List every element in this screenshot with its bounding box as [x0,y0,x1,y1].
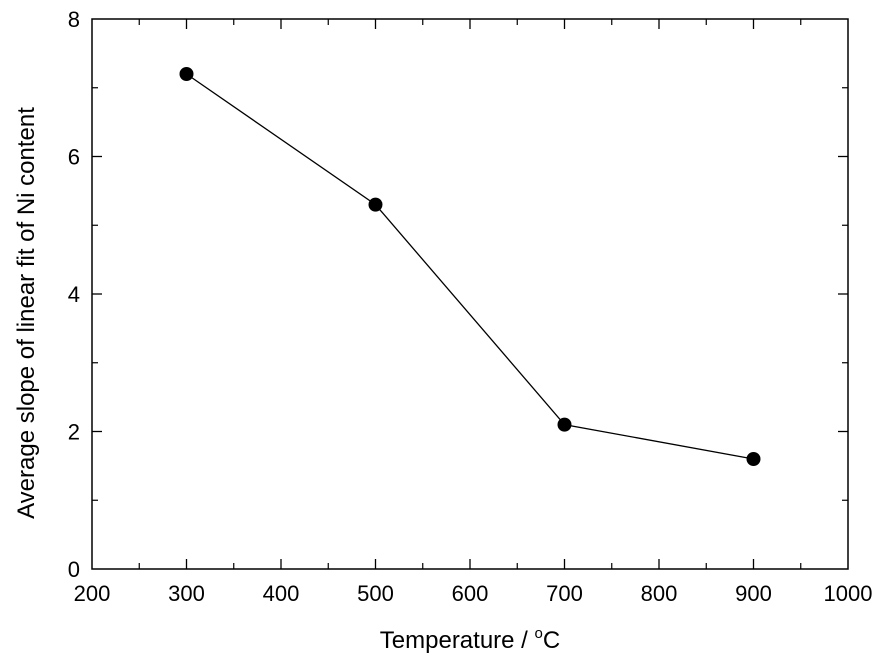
y-tick-label: 2 [68,420,80,445]
y-tick-label: 8 [68,7,80,32]
y-tick-label: 0 [68,557,80,582]
x-tick-label: 500 [357,581,394,606]
tick-labels: 200 300 400 500 600 700 800 900 1000 0 2 4 6 8 [68,7,873,606]
y-tick-label: 4 [68,282,80,307]
data-point [557,417,572,432]
plot-frame [91,18,849,570]
y-axis-title: Average slope of linear fit of Ni conten… [13,107,40,519]
x-tick-label: 400 [263,581,300,606]
x-axis-title: Temperature / oC [380,625,560,654]
x-tick-label: 800 [641,581,678,606]
x-tick-label: 700 [546,581,583,606]
x-tick-label: 1000 [824,581,873,606]
series-line [186,73,754,460]
x-tick-label: 600 [452,581,489,606]
minor-ticks [92,19,848,569]
x-tick-label: 200 [74,581,111,606]
x-tick-label: 900 [735,581,772,606]
data-markers [179,67,761,466]
y-tick-label: 6 [68,145,80,170]
data-point [179,67,194,81]
data-point [746,452,761,466]
major-ticks [92,19,848,569]
x-tick-label: 300 [168,581,205,606]
data-point [368,197,383,212]
